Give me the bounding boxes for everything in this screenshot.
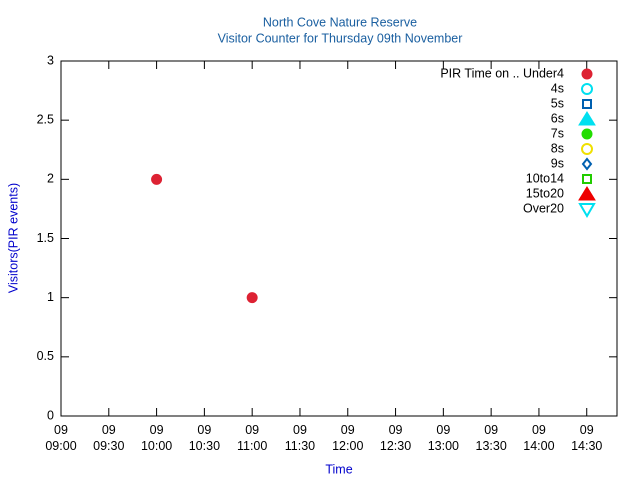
- y-tick-label: 0.5: [37, 349, 54, 363]
- chart-title: North Cove Nature Reserve: [263, 15, 417, 29]
- legend-label: 15to20: [526, 186, 564, 200]
- x-tick-label: 09 10:30: [189, 423, 220, 453]
- x-tick-label: 09 14:00: [523, 423, 554, 453]
- y-tick-label: 0: [47, 408, 54, 422]
- data-point: [151, 173, 163, 185]
- x-tick-label: 09 14:30: [571, 423, 602, 453]
- legend-label: 4s: [551, 81, 564, 95]
- legend-marker: [578, 111, 596, 126]
- legend-marker: [578, 186, 596, 201]
- legend-label: Over20: [523, 201, 564, 215]
- legend-label: 8s: [551, 141, 564, 155]
- legend-label: 5s: [551, 96, 564, 110]
- legend-marker: [578, 203, 596, 218]
- x-tick-label: 09 13:30: [476, 423, 507, 453]
- chart-subtitle: Visitor Counter for Thursday 09th Novemb…: [218, 31, 463, 45]
- legend-marker: [581, 68, 593, 80]
- legend-marker: [581, 83, 593, 95]
- legend-label: 9s: [551, 156, 564, 170]
- x-tick-label: 09 09:30: [93, 423, 124, 453]
- legend-label: 10to14: [526, 171, 564, 185]
- data-point: [246, 292, 258, 304]
- legend-label: 6s: [551, 111, 564, 125]
- y-axis-label: Visitors(PIR events): [6, 183, 20, 293]
- legend-marker: [582, 174, 592, 184]
- y-tick-label: 2: [47, 172, 54, 186]
- legend-marker: [581, 128, 593, 140]
- legend-marker: [581, 157, 593, 171]
- y-tick-label: 3: [47, 53, 54, 67]
- x-axis-label: Time: [325, 462, 352, 476]
- x-tick-label: 09 11:00: [237, 423, 267, 453]
- y-tick-label: 1.5: [37, 231, 54, 245]
- x-tick-label: 09 12:00: [332, 423, 363, 453]
- y-tick-label: 2.5: [37, 112, 54, 126]
- y-tick-label: 1: [47, 290, 54, 304]
- x-tick-label: 09 10:00: [141, 423, 172, 453]
- legend-label: 7s: [551, 126, 564, 140]
- x-tick-label: 09 12:30: [380, 423, 411, 453]
- x-tick-label: 09 11:30: [285, 423, 315, 453]
- x-tick-label: 09 09:00: [45, 423, 76, 453]
- x-tick-label: 09 13:00: [428, 423, 459, 453]
- legend-marker: [582, 99, 592, 109]
- legend-label: PIR Time on .. Under4: [440, 66, 564, 80]
- legend-marker: [581, 143, 593, 155]
